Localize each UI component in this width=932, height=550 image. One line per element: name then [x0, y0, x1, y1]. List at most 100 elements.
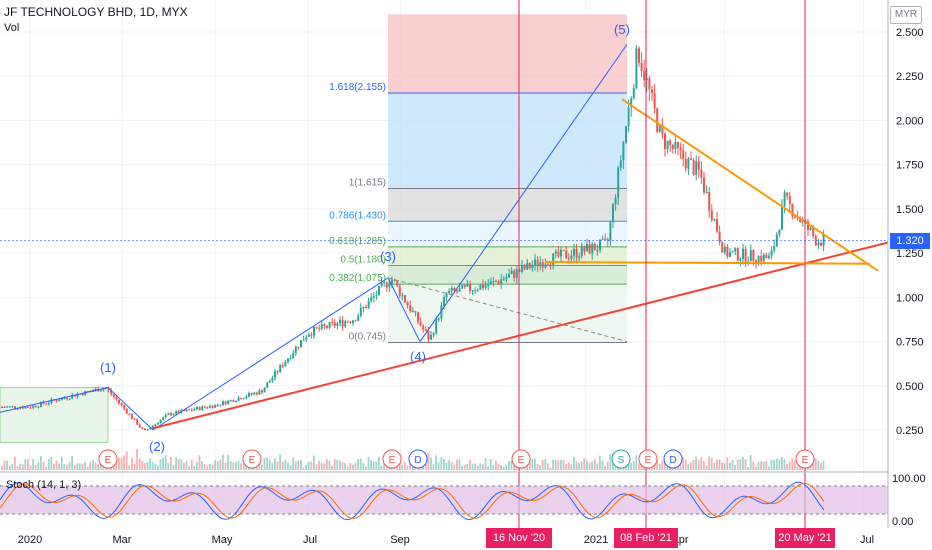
- candle-body: [365, 307, 367, 309]
- volume-bar: [705, 465, 708, 470]
- candle-body: [21, 407, 24, 409]
- volume-bar: [11, 463, 14, 470]
- candle-body: [396, 280, 399, 286]
- candle-body: [822, 235, 825, 246]
- volume-bar: [544, 459, 547, 470]
- candle-body: [24, 406, 27, 409]
- volume-bar: [575, 461, 578, 470]
- volume-bar: [762, 461, 765, 470]
- candle-body: [549, 265, 552, 267]
- volume-bar: [697, 460, 700, 470]
- candle-body: [14, 406, 16, 409]
- volume-bar: [385, 463, 388, 470]
- volume-bar: [812, 459, 814, 470]
- candle-body: [185, 409, 188, 411]
- candle-body: [484, 285, 487, 289]
- chart-title: JF TECHNOLOGY BHD, 1D, MYX: [4, 5, 188, 19]
- candle-body: [107, 387, 110, 391]
- candle-body: [809, 228, 812, 231]
- candle-body: [245, 396, 248, 399]
- volume-bar: [404, 461, 406, 470]
- candle-body: [466, 284, 469, 287]
- last-price-badge: 1.320: [890, 233, 930, 249]
- candle-body: [29, 407, 32, 409]
- event-marker-icon: [663, 449, 683, 469]
- volume-bar: [99, 461, 102, 470]
- candle-body: [32, 405, 35, 408]
- candle-body: [721, 242, 724, 253]
- volume-bar: [375, 461, 378, 470]
- candle-body: [505, 277, 508, 280]
- currency-button[interactable]: MYR: [890, 6, 922, 24]
- candle-body: [154, 424, 157, 426]
- candle-body: [448, 291, 451, 294]
- volume-bar: [206, 465, 209, 470]
- candle-body: [66, 398, 68, 400]
- candle-body: [274, 371, 276, 378]
- candle-body: [42, 402, 45, 404]
- candle-body: [476, 289, 479, 291]
- candle-body: [744, 248, 747, 262]
- triangle-upper-line: [621, 98, 879, 272]
- volume-bar: [573, 456, 575, 470]
- candle-body: [614, 197, 617, 205]
- candle-body: [736, 248, 739, 261]
- volume-bar: [146, 461, 149, 470]
- candle-body: [752, 249, 755, 261]
- volume-bar: [370, 460, 372, 470]
- volume-bar: [209, 463, 211, 470]
- candle-body: [370, 297, 373, 302]
- candle-body: [50, 399, 53, 403]
- volume-bar: [658, 463, 661, 470]
- volume-bar: [736, 459, 739, 470]
- volume-bar: [315, 464, 318, 470]
- candle-body: [99, 390, 102, 392]
- event-marker-icon: [611, 449, 631, 469]
- candle-body: [216, 404, 219, 406]
- volume-bar: [508, 461, 510, 470]
- candle-body: [562, 249, 565, 252]
- volume-bar: [432, 464, 435, 470]
- volume-bar: [580, 461, 583, 470]
- candle-body: [622, 142, 625, 161]
- candle-body: [323, 324, 326, 327]
- volume-bar: [222, 454, 224, 470]
- fib-zone: [388, 265, 627, 285]
- volume-bar: [341, 462, 344, 470]
- candle-body: [401, 295, 404, 297]
- volume-bar: [609, 453, 612, 470]
- volume-bar: [796, 465, 799, 470]
- candle-body: [619, 160, 622, 168]
- candle-body: [783, 192, 786, 206]
- candle-body: [565, 251, 568, 259]
- volume-bar: [367, 456, 370, 470]
- candle-body: [380, 283, 383, 286]
- volume-bar: [58, 463, 60, 470]
- candle-body: [739, 258, 742, 261]
- triangle-lower-line: [544, 260, 871, 265]
- candle-body: [123, 405, 126, 409]
- candle-body: [557, 251, 560, 257]
- volume-bar: [489, 458, 492, 470]
- candle-body: [599, 239, 601, 250]
- volume-bar: [331, 466, 333, 470]
- candle-body: [482, 284, 484, 289]
- volume-bar: [752, 461, 755, 470]
- candle-body: [664, 133, 666, 149]
- candle-body: [775, 234, 778, 247]
- volume-bar: [744, 459, 747, 470]
- volume-bar: [679, 465, 682, 470]
- fib-label: 0.5(1.180): [340, 254, 386, 265]
- volume-bar: [162, 457, 164, 470]
- volume-bar: [37, 462, 40, 470]
- volume-bar: [157, 465, 159, 470]
- candle-body: [453, 287, 456, 291]
- volume-bar: [84, 461, 86, 470]
- candle-body: [11, 406, 14, 408]
- candle-body: [427, 330, 430, 340]
- candle-body: [284, 362, 287, 367]
- candle-body: [349, 321, 352, 323]
- price-tick: 1.750: [896, 160, 924, 172]
- candle-body: [591, 243, 594, 254]
